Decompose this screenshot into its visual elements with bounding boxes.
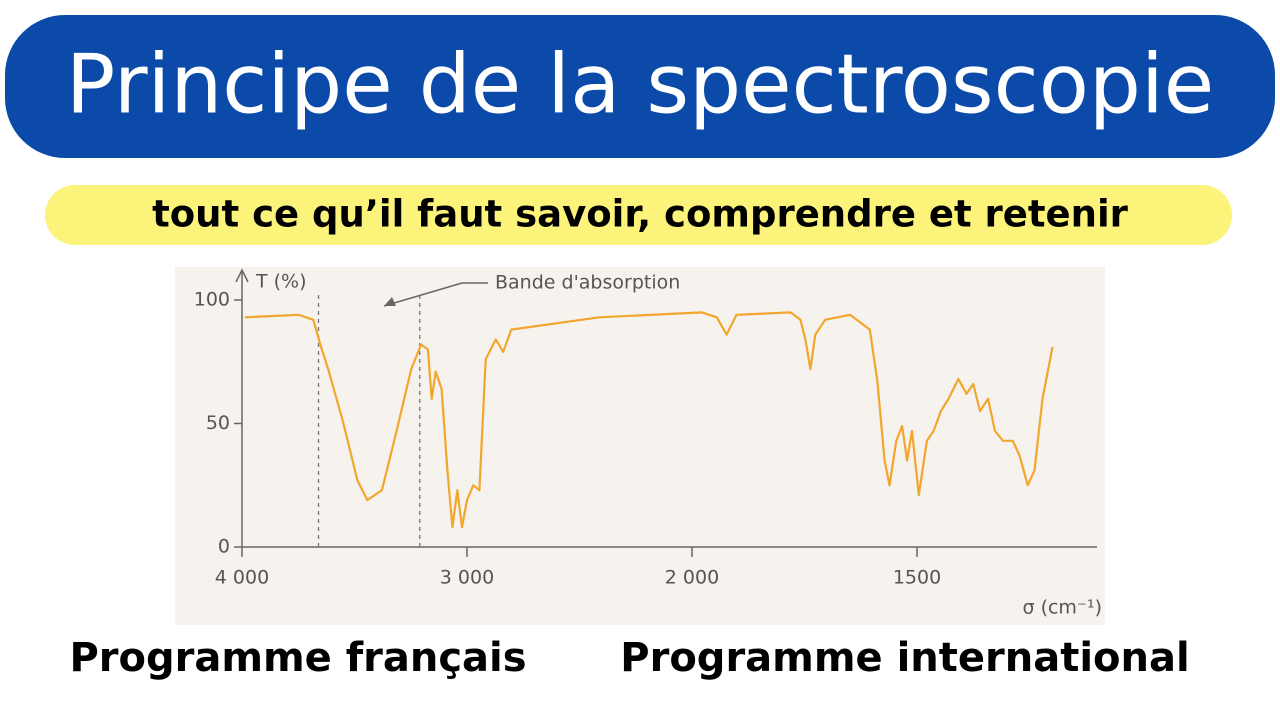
chart-background (175, 267, 1105, 625)
annotation: Bande d'absorption (495, 272, 680, 294)
x-tick-label: 1500 (893, 567, 941, 589)
subtitle-banner (45, 185, 1232, 245)
spectrum-line (244, 311, 1054, 529)
x-axis-label: σ (cm⁻¹) (1022, 597, 1102, 619)
footer-left: Programme français (69, 635, 526, 681)
annotation-arrowhead (384, 297, 396, 306)
x-tick-label: 2 000 (665, 567, 719, 589)
subtitle: tout ce qu’il faut savoir, comprendre et… (152, 193, 1129, 236)
footer-right: Programme international (620, 635, 1189, 681)
y-tick-label: 50 (206, 412, 230, 434)
x-tick-label: 3 000 (440, 567, 494, 589)
y-axis-arrow (235, 268, 249, 283)
annotation-arrow (383, 282, 463, 307)
x-tick-label: 4 000 (215, 567, 269, 589)
y-tick-label: 0 (218, 536, 230, 558)
y-axis-label: T (%) (255, 271, 307, 293)
title-banner (5, 15, 1275, 158)
title: Principe de la spectroscopie (66, 37, 1214, 132)
y-tick-label: 100 (194, 289, 230, 311)
chart: T (%) σ (cm⁻¹) Bande d'absorption 4 000 3… (194, 268, 1102, 619)
